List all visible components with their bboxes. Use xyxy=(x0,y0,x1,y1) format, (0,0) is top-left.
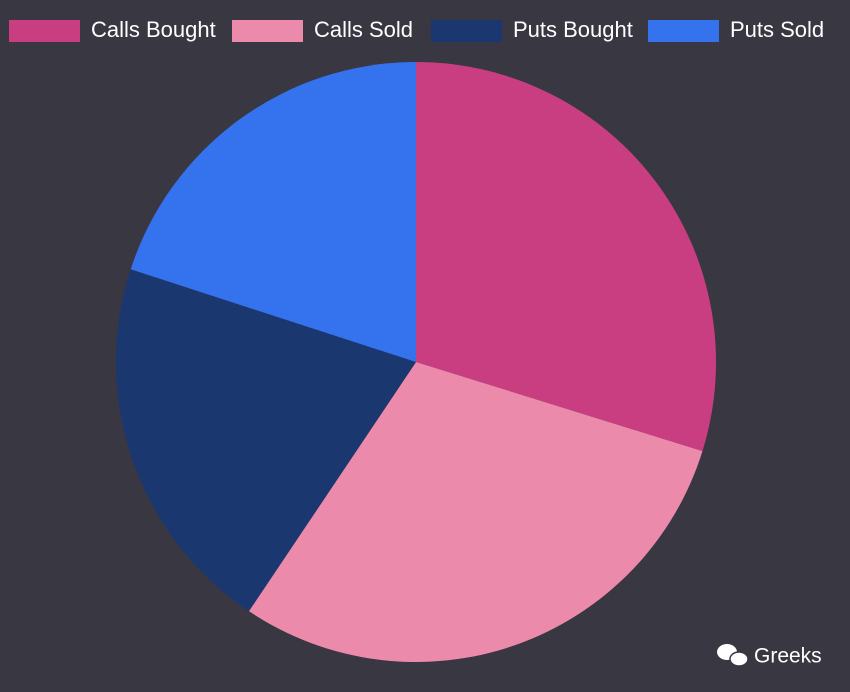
legend-swatch xyxy=(9,20,80,42)
legend-label: Calls Bought xyxy=(91,17,216,42)
pie-slice xyxy=(116,269,416,612)
pie-slice xyxy=(130,62,416,362)
watermark-icon xyxy=(717,644,749,667)
legend-label: Puts Sold xyxy=(730,17,824,42)
legend-swatch xyxy=(232,20,303,42)
pie-slice xyxy=(416,62,716,452)
watermark: Greeks xyxy=(754,645,822,668)
legend-swatch xyxy=(431,20,502,42)
legend-swatch xyxy=(648,20,719,42)
legend-label: Calls Sold xyxy=(314,17,413,42)
legend-label: Puts Bought xyxy=(513,17,633,42)
pie-slice xyxy=(248,362,703,663)
